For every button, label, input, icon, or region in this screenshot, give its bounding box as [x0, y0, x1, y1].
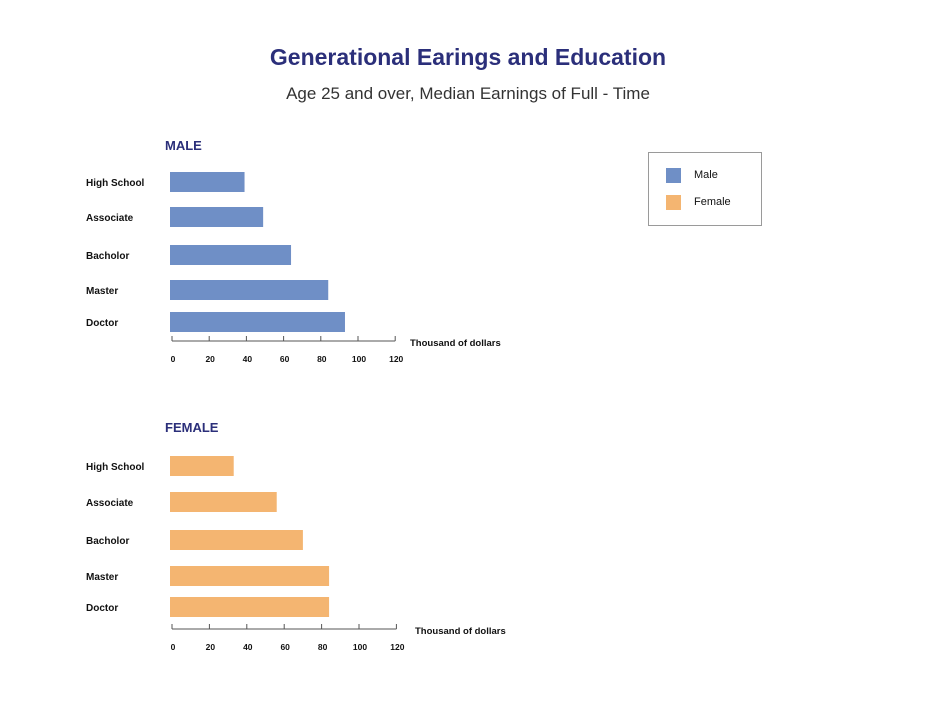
male-bar [170, 312, 345, 332]
male-bar [170, 280, 329, 300]
legend: Male Female [648, 152, 762, 226]
male-category-label: Doctor [86, 318, 118, 329]
chart-subtitle: Age 25 and over, Median Earnings of Full… [286, 84, 650, 103]
legend-swatch-male [666, 167, 681, 183]
female-x-tick-label: 80 [318, 642, 328, 652]
female-bar [170, 492, 277, 512]
female-x-axis-label: Thousand of dollars [415, 626, 506, 637]
female-category-label: Doctor [86, 603, 118, 614]
male-x-tick-label: 80 [317, 354, 327, 364]
female-category-label: High School [86, 462, 145, 473]
legend-label-male: Male [694, 169, 718, 181]
female-x-tick-label: 40 [243, 642, 253, 652]
male-x-tick-label: 20 [205, 354, 215, 364]
male-bar [170, 172, 245, 192]
male-x-tick-label: 60 [280, 354, 290, 364]
chart-title: Generational Earings and Education [269, 44, 667, 70]
legend-item-male: Male [666, 166, 718, 184]
male-x-tick-label: 100 [352, 354, 366, 364]
female-category-label: Associate [86, 498, 134, 509]
male-x-axis-label: Thousand of dollars [410, 338, 501, 349]
male-x-tick-label: 120 [389, 354, 403, 364]
male-category-label: Master [86, 286, 118, 297]
male-category-label: High School [86, 178, 145, 189]
female-x-tick-label: 0 [171, 642, 176, 652]
male-bar [170, 245, 292, 265]
female-bar [170, 456, 234, 476]
male-category-label: Bacholor [86, 251, 129, 262]
male-x-tick-label: 40 [243, 354, 253, 364]
female-bar [170, 597, 330, 617]
legend-item-female: Female [666, 193, 731, 211]
female-x-tick-label: 120 [390, 642, 404, 652]
female-x-tick-label: 100 [353, 642, 367, 652]
female-category-label: Master [86, 572, 118, 583]
female-x-tick-label: 60 [280, 642, 290, 652]
female-category-label: Bacholor [86, 536, 129, 547]
female-bar [170, 566, 330, 586]
female-panel-title: FEMALE [165, 420, 219, 435]
male-panel-title: MALE [165, 138, 202, 153]
legend-label-female: Female [694, 196, 731, 208]
male-category-label: Associate [86, 213, 134, 224]
female-x-tick-label: 20 [206, 642, 216, 652]
female-bar [170, 530, 303, 550]
male-bar [170, 207, 264, 227]
male-x-tick-label: 0 [171, 354, 176, 364]
legend-swatch-female [666, 194, 681, 210]
